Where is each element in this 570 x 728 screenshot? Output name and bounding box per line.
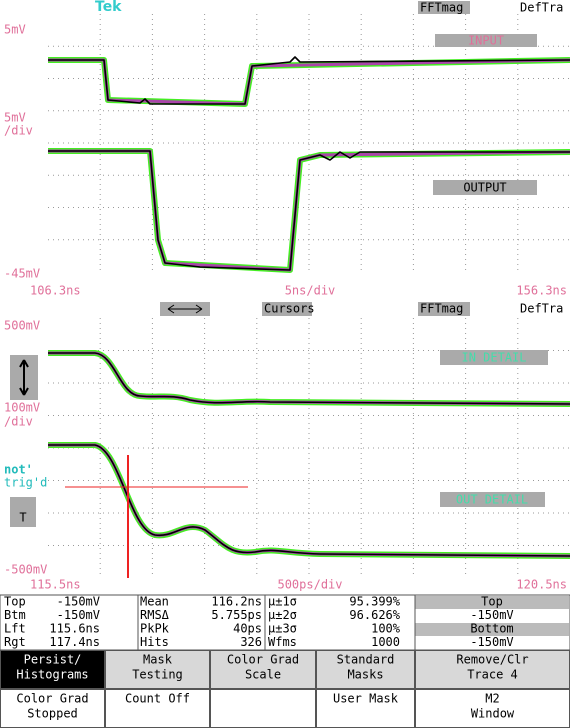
measure-cell: Lft	[4, 622, 26, 636]
trace-label: IN DETAIL	[461, 351, 526, 365]
measure-cell: µ±2σ	[268, 608, 297, 622]
cursors-box	[262, 302, 312, 316]
measure-cell: 1000	[371, 635, 400, 649]
trig-box	[10, 497, 36, 527]
label-box	[435, 34, 537, 47]
softkey-label: User Mask	[333, 692, 399, 706]
scale: 5mV	[4, 111, 26, 125]
fft-box	[418, 302, 470, 316]
measure-cell: -150mV	[57, 595, 100, 609]
measure-cell: 115.6ns	[49, 622, 100, 636]
time-left: 115.5ns	[30, 578, 81, 592]
softkey[interactable]	[316, 689, 415, 728]
softkey-label: Mask	[143, 653, 173, 667]
softkey-label: Testing	[132, 668, 183, 682]
measure-cell: Mean	[140, 595, 169, 609]
trace-label: INPUT	[468, 34, 504, 48]
measure-cell: Top	[4, 595, 26, 609]
scale-unit: /div	[4, 124, 33, 138]
measure-cell: 5.755ps	[211, 608, 262, 622]
fft: FFTmag	[420, 302, 463, 316]
softkey[interactable]	[0, 650, 105, 689]
fft: FFTmag	[420, 1, 463, 15]
softkey-label: Color Grad	[227, 653, 299, 667]
label-box	[440, 492, 545, 507]
softkey-label: M2	[485, 692, 499, 706]
time-div: 5ns/div	[285, 284, 336, 298]
label-box	[440, 350, 548, 365]
scale: -500mV	[4, 563, 47, 577]
measure-cell: 117.4ns	[49, 635, 100, 649]
softkey[interactable]	[210, 689, 316, 728]
cursors: Cursors	[264, 302, 315, 316]
deftra: DefTra	[520, 302, 563, 316]
softkey-label: Persist/	[24, 653, 82, 667]
trace-label: OUTPUT	[463, 181, 506, 195]
softkey[interactable]	[0, 689, 105, 728]
arrow-icon	[19, 359, 29, 396]
measure-cell: µ±1σ	[268, 595, 297, 609]
measure-head	[415, 596, 569, 609]
measure-cell: -150mV	[57, 608, 100, 622]
softkey-label: Scale	[245, 668, 281, 682]
waveform	[48, 56, 570, 273]
trig-status: not'	[4, 463, 33, 477]
measure-cell: -150mV	[470, 608, 513, 622]
measure-cell: 95.399%	[349, 595, 400, 609]
measure-cell: 116.2ns	[211, 595, 262, 609]
trace-label: OUT DETAIL	[456, 493, 528, 507]
waveform	[48, 350, 570, 559]
measure-cell: Rgt	[4, 635, 26, 649]
scale-unit: /div	[4, 415, 33, 429]
softkey-label: Color Grad	[16, 692, 88, 706]
scale: 100mV	[4, 401, 40, 415]
measure-cell: 40ps	[233, 622, 262, 636]
softkey-label: Masks	[347, 668, 383, 682]
softkey-label: Count Off	[125, 692, 190, 706]
time-right: 156.3ns	[516, 284, 567, 298]
measure-cell: Bottom	[470, 622, 513, 636]
softkey-label: Stopped	[27, 707, 78, 721]
measure-cell: -150mV	[470, 635, 513, 649]
measure-cell: 326	[240, 635, 262, 649]
measure-cell: Hits	[140, 635, 169, 649]
measure-cell: Btm	[4, 608, 26, 622]
measure-cell: Wfms	[268, 635, 297, 649]
measure-cell: 100%	[371, 622, 401, 636]
time-left: 106.3ns	[30, 284, 81, 298]
measure-cell: PkPk	[140, 622, 170, 636]
softkey-label: Trace 4	[467, 668, 518, 682]
logo: Tek	[95, 0, 122, 15]
measure-cell: 96.626%	[349, 608, 400, 622]
trig-status: trig'd	[4, 476, 47, 490]
measure-cell: µ±3σ	[268, 622, 297, 636]
scale: 500mV	[4, 319, 40, 333]
label-box	[433, 180, 537, 195]
arrow-icon	[167, 304, 203, 314]
time-div: 500ps/div	[277, 578, 342, 592]
softkey-label: Standard	[337, 653, 395, 667]
softkey-label: Remove/Clr	[456, 653, 528, 667]
softkey[interactable]	[105, 650, 210, 689]
measure-head	[415, 623, 569, 636]
measure-cell: RMSΔ	[140, 608, 170, 622]
softkey[interactable]	[210, 650, 316, 689]
fft-box	[418, 1, 470, 14]
scale: -45mV	[4, 267, 40, 281]
deftra: DefTra	[520, 1, 563, 15]
trig-icon: T	[19, 511, 26, 525]
measure-cell: Top	[481, 595, 503, 609]
softkey[interactable]	[105, 689, 210, 728]
scale: 5mV	[4, 23, 26, 37]
time-right: 120.5ns	[516, 578, 567, 592]
softkey[interactable]	[316, 650, 415, 689]
softkey-label: Window	[471, 707, 515, 721]
softkey-label: Histograms	[16, 668, 88, 682]
